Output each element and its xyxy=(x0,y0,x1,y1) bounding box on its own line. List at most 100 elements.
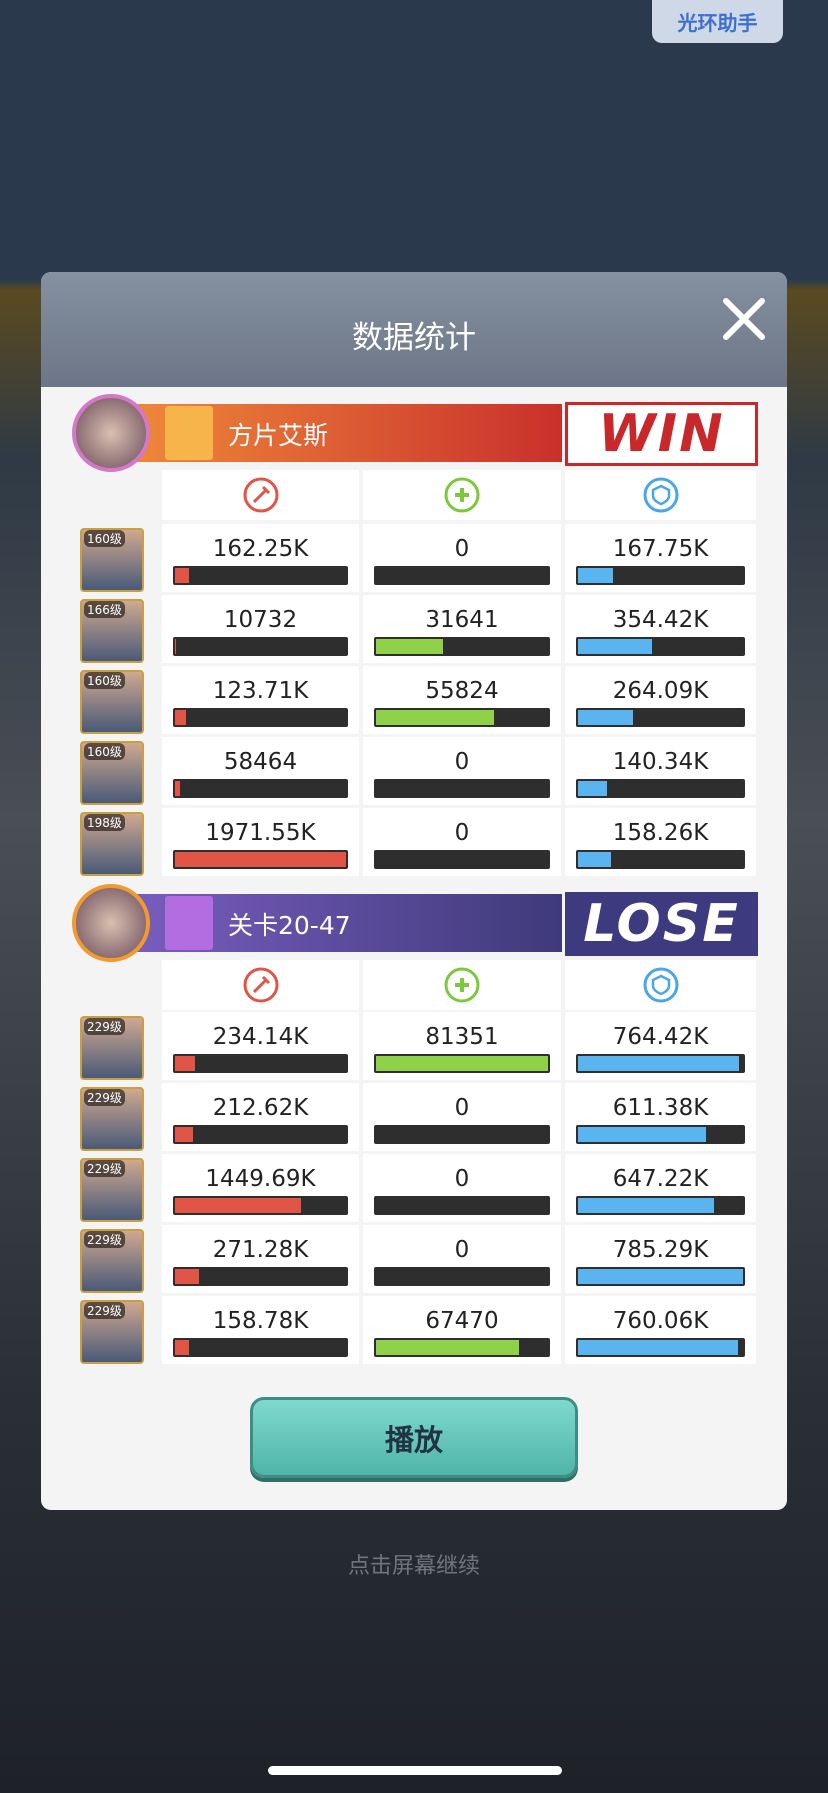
home-indicator xyxy=(268,1766,562,1775)
bar-track xyxy=(374,779,550,798)
stat-bar xyxy=(175,1056,196,1071)
stat-bar xyxy=(175,1198,301,1213)
stat-value: 0 xyxy=(454,1166,470,1192)
close-button[interactable] xyxy=(721,296,767,342)
stat-bar xyxy=(175,710,186,725)
stat-bar xyxy=(578,1340,738,1355)
stat-value: 158.78K xyxy=(212,1308,309,1334)
stat-value: 58464 xyxy=(223,749,298,775)
continue-hint: 点击屏幕继续 xyxy=(347,1554,480,1579)
bar-track xyxy=(173,708,348,727)
stat-value: 162.25K xyxy=(212,536,309,562)
stat-value: 31641 xyxy=(425,607,499,633)
stat-bar xyxy=(376,1056,548,1071)
stat-bar xyxy=(175,1269,199,1284)
stat-value: 785.29K xyxy=(612,1237,709,1263)
team-result: LOSE xyxy=(565,892,758,956)
bar-track xyxy=(173,566,348,585)
stat-value: 764.42K xyxy=(612,1024,709,1050)
stat-value: 0 xyxy=(454,820,470,846)
stat-icon xyxy=(241,475,281,515)
stat-value: 123.71K xyxy=(212,678,309,704)
stat-bar xyxy=(578,852,612,867)
stat-value: 1971.55K xyxy=(205,820,316,846)
stat-value: 0 xyxy=(454,1095,470,1121)
stat-bar xyxy=(578,1127,707,1142)
stat-bar xyxy=(578,1269,743,1284)
stat-icon xyxy=(442,475,482,515)
stat-value: 158.26K xyxy=(612,820,709,846)
stat-value: 271.28K xyxy=(212,1237,309,1263)
hero-level: 166级 xyxy=(84,601,125,618)
stat-bar xyxy=(175,852,346,867)
stat-bar xyxy=(376,1340,519,1355)
bar-track xyxy=(374,1196,550,1215)
team-flag xyxy=(165,896,213,950)
stat-bar xyxy=(376,639,443,654)
stat-bar xyxy=(578,781,608,796)
team-avatar xyxy=(72,394,150,472)
stat-value: 354.42K xyxy=(612,607,709,633)
bar-track xyxy=(576,850,745,869)
bar-track xyxy=(173,779,348,798)
stat-value: 212.62K xyxy=(212,1095,309,1121)
bar-track xyxy=(576,779,745,798)
team-name: 方片艾斯 xyxy=(228,421,329,450)
play-button[interactable]: 播放 xyxy=(250,1397,578,1478)
assistant-button[interactable]: 光环助手 xyxy=(652,0,783,43)
stat-bar xyxy=(376,710,495,725)
stat-value: 611.38K xyxy=(612,1095,709,1121)
stat-icon xyxy=(641,475,681,515)
stat-value: 10732 xyxy=(223,607,298,633)
stat-bar xyxy=(578,1198,714,1213)
stat-bar xyxy=(578,639,653,654)
stat-bar xyxy=(175,639,176,654)
hero-level: 160级 xyxy=(84,743,125,760)
stat-bar xyxy=(175,1127,194,1142)
team-name: 关卡20-47 xyxy=(228,911,351,940)
team-avatar xyxy=(72,884,150,962)
hero-level: 229级 xyxy=(84,1018,125,1035)
hero-level: 229级 xyxy=(84,1160,125,1177)
bar-track xyxy=(173,1267,348,1286)
stat-value: 0 xyxy=(454,536,470,562)
stat-bar xyxy=(578,710,634,725)
dialog-header xyxy=(41,272,787,387)
stat-icon xyxy=(442,965,482,1005)
stat-bar xyxy=(175,568,190,583)
dialog-title: 数据统计 xyxy=(352,320,476,356)
stat-value: 234.14K xyxy=(212,1024,309,1050)
stat-icon xyxy=(241,965,281,1005)
bar-track xyxy=(576,566,745,585)
bar-track xyxy=(374,1125,550,1144)
hero-level: 160级 xyxy=(84,672,125,689)
stat-bar xyxy=(175,1340,189,1355)
hero-level: 229级 xyxy=(84,1231,125,1248)
bar-track xyxy=(173,1125,348,1144)
bar-track xyxy=(173,1054,348,1073)
hero-level: 160级 xyxy=(84,530,125,547)
stat-value: 67470 xyxy=(425,1308,499,1334)
stat-bar xyxy=(175,781,181,796)
hero-level: 229级 xyxy=(84,1302,125,1319)
stat-bar xyxy=(578,568,614,583)
stat-value: 264.09K xyxy=(612,678,709,704)
stat-value: 647.22K xyxy=(612,1166,709,1192)
hero-level: 198级 xyxy=(84,814,125,831)
stat-value: 55824 xyxy=(425,678,499,704)
stat-value: 0 xyxy=(454,1237,470,1263)
stat-icon xyxy=(641,965,681,1005)
stat-value: 1449.69K xyxy=(205,1166,316,1192)
bar-track xyxy=(173,637,348,656)
stat-bar xyxy=(578,1056,739,1071)
bar-track xyxy=(374,1267,550,1286)
stat-value: 140.34K xyxy=(612,749,709,775)
hero-level: 229级 xyxy=(84,1089,125,1106)
bar-track xyxy=(173,1338,348,1357)
stat-value: 0 xyxy=(454,749,470,775)
stat-value: 81351 xyxy=(425,1024,499,1050)
bar-track xyxy=(374,566,550,585)
bar-track xyxy=(374,850,550,869)
stat-value: 167.75K xyxy=(612,536,709,562)
